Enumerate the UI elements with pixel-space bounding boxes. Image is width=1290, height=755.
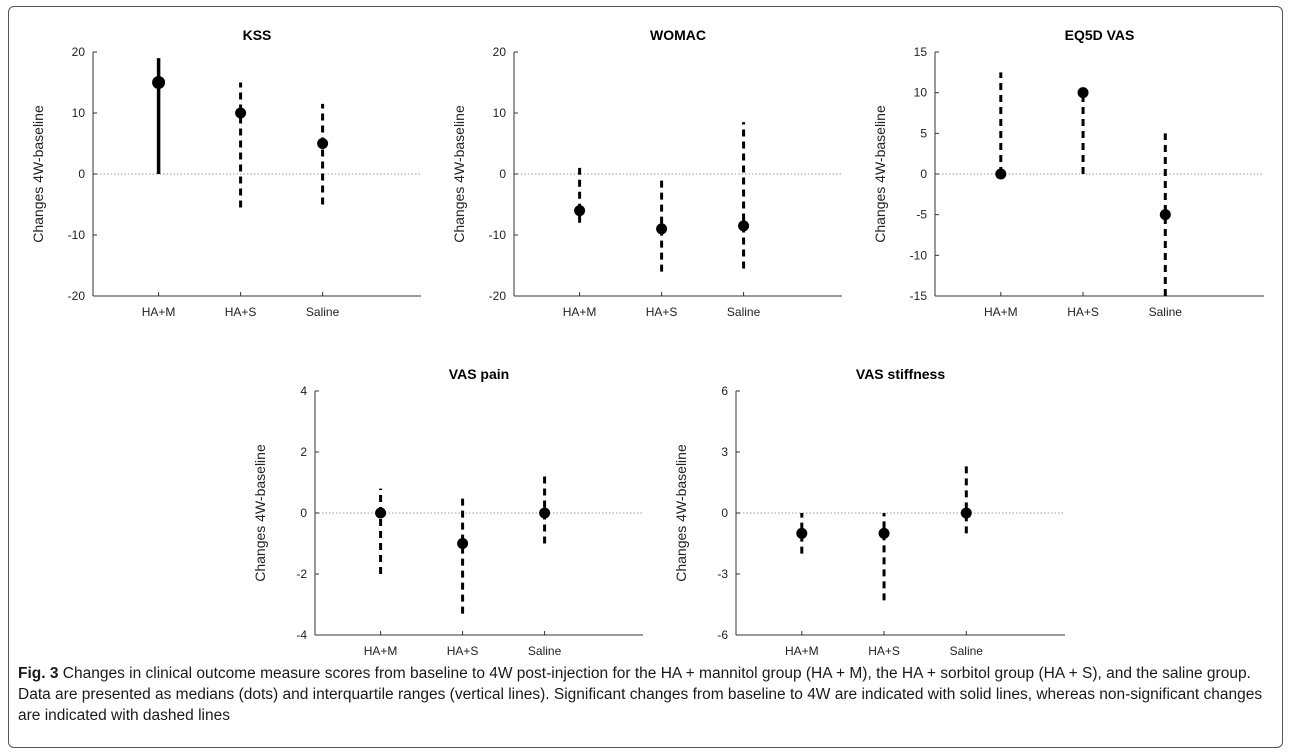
x-tick-label: Saline <box>727 305 761 319</box>
y-tick-label: 3 <box>721 445 728 459</box>
chart-title: VAS stiffness <box>856 366 945 382</box>
y-tick-label: 0 <box>300 506 307 520</box>
median-point <box>457 538 469 549</box>
x-tick-label: Saline <box>1149 305 1183 319</box>
chart-title: VAS pain <box>449 366 509 382</box>
y-tick-label: -2 <box>296 567 307 581</box>
median-point <box>375 507 387 519</box>
y-axis-label: Changes 4W-baseline <box>30 105 46 243</box>
y-tick-label: 0 <box>920 167 927 181</box>
y-tick-label: -10 <box>489 228 507 242</box>
x-tick-label: HA+S <box>225 305 257 319</box>
median-point <box>960 507 972 519</box>
x-tick-label: HA+M <box>364 644 398 658</box>
x-tick-label: HA+M <box>563 305 597 319</box>
median-point <box>995 168 1007 180</box>
median-point <box>539 507 551 519</box>
chart-panel-5: VAS stiffness Changes 4W-baseline -6 -3 0 3 6 H… <box>673 366 1065 658</box>
chart-title: EQ5D VAS <box>1065 27 1135 43</box>
y-tick-label: -5 <box>916 208 927 222</box>
x-tick-label: Saline <box>528 644 562 658</box>
y-tick-label: 4 <box>300 384 307 398</box>
chart-title: KSS <box>243 27 272 43</box>
x-tick-label: HA+M <box>984 305 1018 319</box>
y-tick-label: -20 <box>489 289 507 303</box>
caption-label: Fig. 3 <box>18 665 59 682</box>
y-tick-label: 20 <box>72 45 86 59</box>
y-tick-label: -20 <box>68 289 86 303</box>
figure-frame <box>8 6 1283 748</box>
chart-panel-3: EQ5D VAS Changes 4W-baseline -15 -10 -5 0 5 10 1… <box>872 27 1264 319</box>
median-point <box>878 527 890 539</box>
y-axis-label: Changes 4W-baseline <box>451 105 467 243</box>
y-tick-label: 10 <box>72 106 86 120</box>
x-tick-label: HA+S <box>447 644 479 658</box>
chart-title: WOMAC <box>650 27 706 43</box>
y-tick-label: -10 <box>910 248 928 262</box>
median-point <box>1159 209 1171 221</box>
caption-text: Changes in clinical outcome measure scor… <box>18 665 1263 724</box>
y-tick-label: 0 <box>499 167 506 181</box>
median-point <box>738 220 750 232</box>
y-tick-label: -15 <box>910 289 928 303</box>
median-point <box>1077 87 1089 99</box>
median-point <box>656 223 668 235</box>
median-point <box>152 76 166 89</box>
y-tick-label: 15 <box>914 45 928 59</box>
x-tick-label: HA+S <box>646 305 678 319</box>
y-tick-label: -10 <box>68 228 86 242</box>
y-axis-label: Changes 4W-baseline <box>252 444 268 582</box>
y-tick-label: 0 <box>721 506 728 520</box>
y-tick-label: 20 <box>493 45 507 59</box>
y-tick-label: -3 <box>717 567 728 581</box>
x-tick-label: HA+S <box>1067 305 1099 319</box>
chart-panel-1: KSS Changes 4W-baseline -20 -10 0 10 20 HA+M HA+… <box>30 27 421 319</box>
x-tick-label: HA+S <box>868 644 900 658</box>
median-point <box>574 205 586 217</box>
y-tick-label: 5 <box>920 126 927 140</box>
y-tick-label: 10 <box>493 106 507 120</box>
median-point <box>317 138 329 149</box>
median-point <box>796 527 808 539</box>
y-tick-label: 6 <box>721 384 728 398</box>
y-tick-label: 0 <box>78 167 85 181</box>
y-axis-label: Changes 4W-baseline <box>673 444 689 582</box>
median-point <box>235 107 247 119</box>
x-tick-label: HA+M <box>785 644 819 658</box>
chart-panel-2: WOMAC Changes 4W-baseline -20 -10 0 10 20 HA+M H… <box>451 27 842 319</box>
figure-caption: Fig. 3 Changes in clinical outcome measu… <box>18 663 1273 726</box>
y-tick-label: -6 <box>717 628 728 642</box>
x-tick-label: Saline <box>306 305 340 319</box>
x-tick-label: HA+M <box>142 305 176 319</box>
y-tick-label: 2 <box>300 445 307 459</box>
x-tick-label: Saline <box>950 644 984 658</box>
y-tick-label: 10 <box>914 86 928 100</box>
y-axis-label: Changes 4W-baseline <box>872 105 888 243</box>
y-tick-label: -4 <box>296 628 307 642</box>
chart-panel-4: VAS pain Changes 4W-baseline -4 -2 0 2 4 HA+M HA… <box>252 366 643 658</box>
